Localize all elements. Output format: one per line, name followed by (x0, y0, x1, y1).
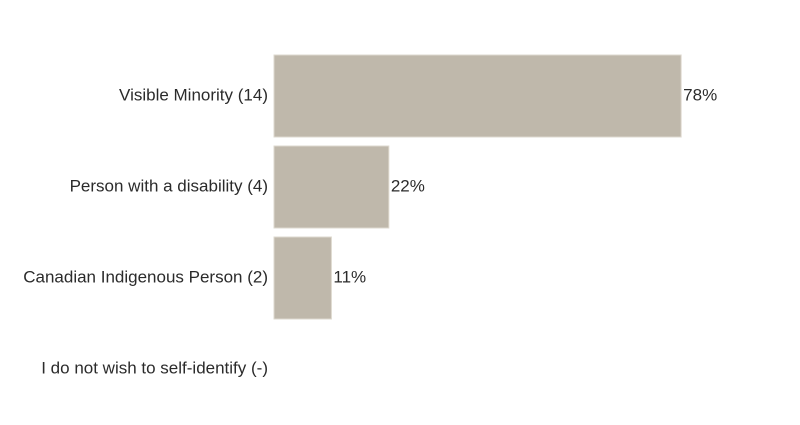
bar (273, 145, 390, 229)
category-label: Visible Minority (14) (119, 85, 268, 104)
value-label: 78% (683, 85, 717, 104)
category-label: Canadian Indigenous Person (2) (23, 267, 268, 286)
bar (273, 236, 332, 320)
value-label: 11% (333, 267, 366, 286)
category-label: I do not wish to self-identify (-) (41, 358, 268, 377)
bar (273, 54, 682, 138)
category-label: Person with a disability (4) (70, 176, 268, 195)
value-label: 22% (391, 176, 425, 195)
